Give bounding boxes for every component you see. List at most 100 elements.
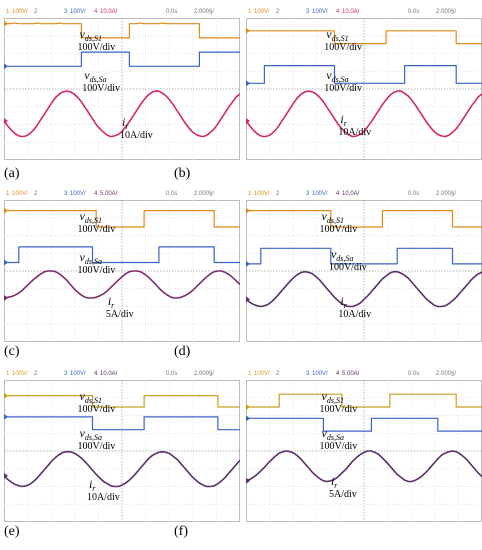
trace-e-1 xyxy=(4,395,240,408)
trace-a-3 xyxy=(4,90,240,138)
trace-f-3 xyxy=(246,450,482,483)
annotation-c-3-subscript: r xyxy=(111,301,115,310)
header-b-ch1: 1 xyxy=(248,9,252,15)
header-f-ch4-scale: 5.00A/ xyxy=(342,371,360,377)
annotation-d-2-subscript: ds,Sa xyxy=(336,254,353,263)
trace-b-1 xyxy=(246,30,482,45)
header-e-ch3-scale: 100V/ xyxy=(70,371,86,377)
annotation-a-1-subscript: ds,S1 xyxy=(85,34,102,43)
header-a-ch1: 1 xyxy=(6,9,10,15)
annotation-b-1-subscript: ds,S1 xyxy=(332,34,349,43)
header-d-t-offset: 0.0s xyxy=(408,191,419,197)
channel-marker-b-1 xyxy=(246,27,250,34)
annotation-f-3-symbol: ir xyxy=(331,474,338,490)
annotation-b-2-subscript: ds,Sa xyxy=(332,75,349,84)
header-b-ch4: 4 xyxy=(336,9,340,15)
header-c-t-offset: 0.0s xyxy=(166,191,177,197)
channel-marker-f-1 xyxy=(246,403,250,410)
header-e-t-scale: 2.000§/ xyxy=(194,371,214,377)
scope-panel-f: 1 100V/2 3 100V/4 5.00A/0.0s 2.000§/vds,S1 100… xyxy=(174,366,482,550)
header-d-ch1: 1 xyxy=(248,191,252,197)
channel-marker-b-3 xyxy=(246,117,250,124)
channel-marker-e-3 xyxy=(4,472,8,479)
header-c-ch3: 3 xyxy=(64,191,68,197)
header-d-ch4-scale: 10.0A/ xyxy=(342,191,360,197)
annotation-f-2-scale: 100V/div xyxy=(320,441,358,452)
header-c-ch4: 4 xyxy=(94,191,98,197)
header-e-t-offset: 0.0s xyxy=(166,371,177,377)
annotation-a-3-scale: 10A/div xyxy=(120,130,153,141)
channel-marker-a-3 xyxy=(4,117,8,124)
trace-c-2 xyxy=(4,246,240,264)
header-a-t-offset: 0.0s xyxy=(166,9,177,15)
header-d-ch3-scale: 100V/ xyxy=(312,191,328,197)
channel-marker-a-1 xyxy=(4,20,8,27)
annotation-c-1-subscript: ds,S1 xyxy=(85,216,102,225)
header-c-ch1: 1 xyxy=(6,191,10,197)
panel-label-e: (e) xyxy=(4,524,20,539)
annotation-f-3-scale: 5A/div xyxy=(329,489,357,500)
scope-screen-f: 1 100V/2 3 100V/4 5.00A/0.0s 2.000§/vds,S1100… xyxy=(246,371,482,522)
annotation-d-1-scale: 100V/div xyxy=(320,224,358,235)
annotation-a-3-symbol: ir xyxy=(122,115,129,131)
header-f-ch3-scale: 100V/ xyxy=(312,371,328,377)
channel-marker-c-3 xyxy=(4,294,8,301)
annotation-d-3-scale: 10A/div xyxy=(338,309,371,320)
annotation-b-3-scale: 10A/div xyxy=(338,127,371,138)
header-a-ch2: 2 xyxy=(34,9,38,15)
panel-label-b: (b) xyxy=(174,166,191,181)
scope-panel-a: 1 100V/2 3 100V/4 10.0A/0.0s 2.000§/vds,S1 100… xyxy=(4,4,240,184)
header-a-ch4-scale: 10.0A/ xyxy=(100,9,118,15)
header-b-ch1-scale: 100V/ xyxy=(254,9,270,15)
scope-screen-e: 1 100V/2 3 100V/4 10.0A/0.0s 2.000§/vds,S1100… xyxy=(4,371,240,522)
header-e-ch3: 3 xyxy=(64,371,68,377)
header-e-ch2: 2 xyxy=(34,371,38,377)
annotation-e-3-symbol: ir xyxy=(89,477,96,493)
annotation-e-1-subscript: ds,S1 xyxy=(85,396,102,405)
annotation-b-2-scale: 100V/div xyxy=(324,83,362,94)
scope-panel-d: 1 100V/2 3 100V/4 10.0A/0.0s 2.000§/vds,S1 100… xyxy=(174,186,482,366)
header-e-ch4-scale: 10.0A/ xyxy=(100,371,118,377)
trace-f-1 xyxy=(246,393,482,408)
panel-label-c: (c) xyxy=(4,344,20,359)
annotation-b-3-symbol: ir xyxy=(340,112,347,128)
header-b-ch4-scale: 10.0A/ xyxy=(342,9,360,15)
trace-e-3 xyxy=(4,450,240,488)
header-c-ch2: 2 xyxy=(34,191,38,197)
scope-panel-b: 1 100V/2 3 100V/4 10.0A/0.0s 2.000§/vds,S1 100… xyxy=(174,4,482,184)
header-d-ch3: 3 xyxy=(306,191,310,197)
trace-d-2 xyxy=(246,247,482,265)
panel-label-a: (a) xyxy=(4,166,20,181)
channel-marker-c-1 xyxy=(4,207,8,214)
header-f-ch4: 4 xyxy=(336,371,340,377)
header-a-ch3: 3 xyxy=(64,9,68,15)
header-c-ch3-scale: 100V/ xyxy=(70,191,86,197)
header-e-ch4: 4 xyxy=(94,371,98,377)
annotation-d-1-subscript: ds,S1 xyxy=(327,216,344,225)
annotation-f-3-subscript: r xyxy=(334,481,338,490)
annotation-e-1-scale: 100V/div xyxy=(78,404,116,415)
annotation-a-3-subscript: r xyxy=(125,122,129,131)
channel-marker-f-2 xyxy=(246,415,250,422)
trace-b-2 xyxy=(246,65,482,84)
trace-c-1 xyxy=(4,210,240,228)
header-c-t-scale: 2.000§/ xyxy=(194,191,214,197)
annotation-e-3-scale: 10A/div xyxy=(87,492,120,503)
header-e-ch1: 1 xyxy=(6,371,10,377)
annotation-a-1-scale: 100V/div xyxy=(78,42,116,53)
header-a-ch4: 4 xyxy=(94,9,98,15)
channel-marker-a-2 xyxy=(4,63,8,70)
annotation-d-3-subscript: r xyxy=(344,301,348,310)
annotation-d-2-scale: 100V/div xyxy=(329,262,367,273)
channel-marker-b-2 xyxy=(246,80,250,87)
trace-e-2 xyxy=(4,416,240,431)
header-f-t-offset: 0.0s xyxy=(408,371,419,377)
header-f-ch3: 3 xyxy=(306,371,310,377)
trace-c-3 xyxy=(4,270,240,299)
header-f-ch2: 2 xyxy=(276,371,280,377)
header-f-ch1-scale: 100V/ xyxy=(254,371,270,377)
header-a-t-scale: 2.000§/ xyxy=(194,9,214,15)
scope-screen-d: 1 100V/2 3 100V/4 10.0A/0.0s 2.000§/vds,S1100… xyxy=(246,191,482,342)
annotation-a-2-scale: 100V/div xyxy=(82,83,120,94)
annotation-e-2-scale: 100V/div xyxy=(78,441,116,452)
